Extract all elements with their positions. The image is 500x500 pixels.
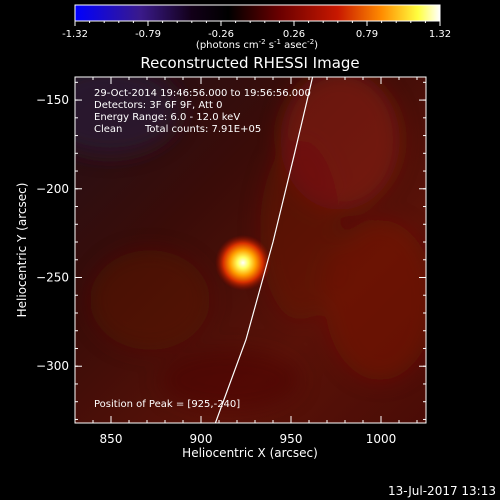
colorbar-tick-label: -0.79 [135, 29, 161, 40]
y-tick-label: −300 [36, 359, 69, 373]
x-axis-label: Heliocentric X (arcsec) [182, 446, 318, 460]
x-tick-label: 900 [190, 432, 213, 446]
colorbar-tick-label: -0.26 [208, 29, 234, 40]
annotation-energy-range: Energy Range: 6.0 - 12.0 keV [94, 112, 240, 123]
colorbar-tick-label: 0.79 [356, 29, 378, 40]
peak-source [215, 234, 271, 291]
y-tick-label: −150 [36, 93, 69, 107]
x-axis-ticks: 850 900 950 1000 [92, 77, 418, 446]
y-tick-label: −250 [36, 271, 69, 285]
footer-timestamp: 13-Jul-2017 13:13 [388, 484, 496, 498]
colorbar-tick-label: 0.26 [283, 29, 305, 40]
x-tick-label: 950 [280, 432, 303, 446]
colorbar-tick-label: 1.32 [429, 29, 451, 40]
colorbar-ticks: -1.32 -0.79 -0.26 0.26 0.79 1.32 [62, 21, 451, 40]
x-tick-label: 850 [100, 432, 123, 446]
annotation-peak-position: Position of Peak = [925,-240] [94, 399, 240, 410]
colorbar [74, 4, 441, 22]
y-axis-ticks: −150 −200 −250 −300 [36, 81, 426, 420]
colorbar-tick-label: -1.32 [62, 29, 88, 40]
colorbar-unit-label: (photons cm-2 s-1 asec-2) [196, 38, 318, 51]
annotation-total-counts: Total counts: 7.91E+05 [144, 124, 261, 135]
y-axis-label: Heliocentric Y (arcsec) [15, 183, 29, 318]
annotation-algorithm: Clean [94, 124, 122, 135]
annotation-detectors: Detectors: 3F 6F 9F, Att 0 [94, 100, 222, 111]
solar-limb-line [214, 77, 314, 423]
plot-title: Reconstructed RHESSI Image [140, 54, 359, 72]
plot-frame [74, 76, 427, 424]
solar-image [75, 77, 426, 423]
x-tick-label: 1000 [366, 432, 397, 446]
annotation-time-range: 29-Oct-2014 19:46:56.000 to 19:56:56.000 [94, 88, 311, 99]
y-tick-label: −200 [36, 182, 69, 196]
